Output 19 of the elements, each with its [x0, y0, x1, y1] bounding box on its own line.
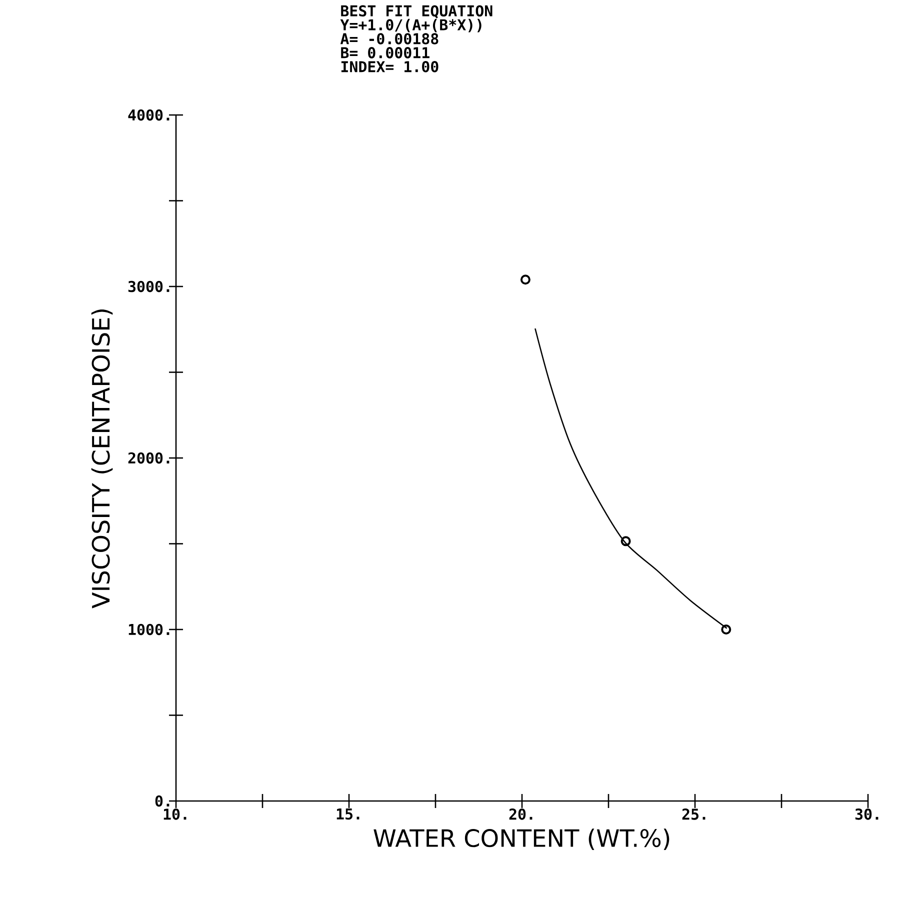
- x-tick-label: 10.: [164, 808, 186, 820]
- y-tick-label: 1000.: [128, 624, 170, 636]
- x-tick-label: 30.: [855, 808, 878, 820]
- y-tick-label: 3000.: [128, 280, 170, 292]
- point: [520, 274, 530, 285]
- point: [620, 536, 631, 546]
- x-axis-title: WATER CONTENT (WT.%): [374, 828, 670, 850]
- text: A= -0.00188: [340, 33, 438, 44]
- y-axis-title: VISCOSITY (CENTAPOISE): [91, 309, 113, 608]
- x-tick-label: 15.: [336, 808, 360, 820]
- text: INDEX= 1.00: [341, 60, 438, 72]
- y-tick-label: 2000.: [128, 452, 170, 464]
- text: B= 0.00011: [341, 47, 430, 58]
- x-tick-label: 20.: [509, 808, 532, 820]
- y-tick-label: 4000.: [128, 109, 170, 121]
- y-tick-label: 0.: [155, 795, 170, 807]
- x-tick-label: 25.: [682, 808, 706, 820]
- text: Y=+1.0/(A+(B*X)): [340, 18, 482, 32]
- text: BEST FIT EQUATION: [341, 5, 492, 18]
